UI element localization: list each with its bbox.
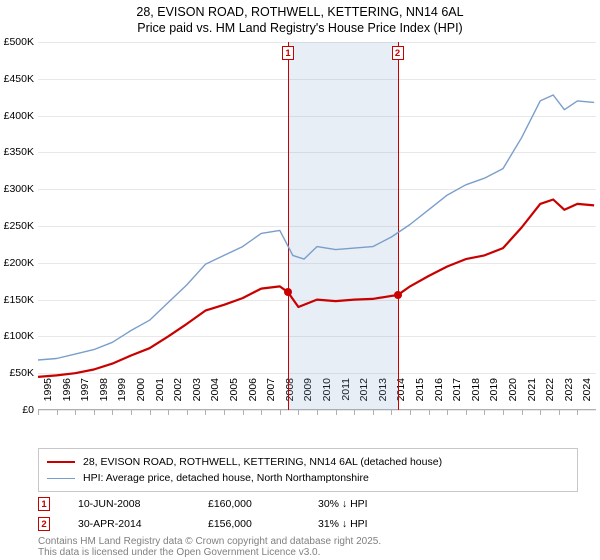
y-axis-label: £400K: [0, 110, 34, 122]
transaction-date: 10-JUN-2008: [78, 498, 208, 510]
x-tick: [373, 410, 374, 415]
x-tick: [410, 410, 411, 415]
transaction-price: £160,000: [208, 498, 318, 510]
y-axis-label: £50K: [0, 367, 34, 379]
y-axis-label: £500K: [0, 36, 34, 48]
x-tick: [336, 410, 337, 415]
transaction-date: 30-APR-2014: [78, 518, 208, 530]
x-tick: [503, 410, 504, 415]
x-tick: [224, 410, 225, 415]
x-tick: [131, 410, 132, 415]
transactions-table: 1 10-JUN-2008£160,00030% ↓ HPI 2 30-APR-201…: [38, 494, 438, 534]
x-tick: [94, 410, 95, 415]
title-line-2: Price paid vs. HM Land Registry's House …: [0, 20, 600, 36]
x-tick: [466, 410, 467, 415]
x-tick: [243, 410, 244, 415]
transaction-point: [284, 288, 292, 296]
y-axis-label: £450K: [0, 73, 34, 85]
x-tick: [317, 410, 318, 415]
legend-label: HPI: Average price, detached house, Nort…: [83, 470, 369, 486]
transaction-price: £156,000: [208, 518, 318, 530]
legend-label: 28, EVISON ROAD, ROTHWELL, KETTERING, NN…: [83, 454, 442, 470]
transaction-marker: 1: [38, 497, 50, 511]
transaction-row: 1 10-JUN-2008£160,00030% ↓ HPI: [38, 494, 438, 514]
x-tick: [38, 410, 39, 415]
x-tick: [205, 410, 206, 415]
x-tick: [112, 410, 113, 415]
x-tick: [298, 410, 299, 415]
legend-swatch: [47, 478, 75, 479]
x-tick: [168, 410, 169, 415]
x-tick: [57, 410, 58, 415]
transaction-hpi-diff: 30% ↓ HPI: [318, 498, 438, 510]
title-block: 28, EVISON ROAD, ROTHWELL, KETTERING, NN…: [0, 0, 600, 37]
y-axis-label: £150K: [0, 294, 34, 306]
series-property: [38, 200, 594, 377]
title-line-1: 28, EVISON ROAD, ROTHWELL, KETTERING, NN…: [0, 4, 600, 20]
x-tick: [280, 410, 281, 415]
x-tick: [522, 410, 523, 415]
footer-attribution: Contains HM Land Registry data © Crown c…: [38, 536, 381, 558]
x-tick: [484, 410, 485, 415]
x-tick: [559, 410, 560, 415]
y-axis-label: £200K: [0, 257, 34, 269]
chart-container: 28, EVISON ROAD, ROTHWELL, KETTERING, NN…: [0, 0, 600, 560]
x-tick: [577, 410, 578, 415]
legend-box: 28, EVISON ROAD, ROTHWELL, KETTERING, NN…: [38, 448, 578, 492]
transaction-point: [394, 291, 402, 299]
transaction-hpi-diff: 31% ↓ HPI: [318, 518, 438, 530]
x-tick: [75, 410, 76, 415]
x-tick: [429, 410, 430, 415]
transaction-marker: 2: [38, 517, 50, 531]
y-axis-label: £100K: [0, 330, 34, 342]
legend-item: HPI: Average price, detached house, Nort…: [47, 470, 569, 486]
y-axis-label: £0: [0, 404, 34, 416]
x-tick: [354, 410, 355, 415]
transaction-row: 2 30-APR-2014£156,00031% ↓ HPI: [38, 514, 438, 534]
y-axis-label: £250K: [0, 220, 34, 232]
legend-item: 28, EVISON ROAD, ROTHWELL, KETTERING, NN…: [47, 454, 569, 470]
x-tick: [391, 410, 392, 415]
x-tick: [540, 410, 541, 415]
y-axis-label: £350K: [0, 146, 34, 158]
series-hpi: [38, 95, 594, 360]
x-tick: [447, 410, 448, 415]
footer-line-2: This data is licensed under the Open Gov…: [38, 547, 381, 558]
line-series-svg: [38, 42, 596, 410]
chart-plot-area: £0£50K£100K£150K£200K£250K£300K£350K£400…: [38, 42, 596, 410]
x-tick: [261, 410, 262, 415]
y-axis-label: £300K: [0, 183, 34, 195]
x-tick: [150, 410, 151, 415]
legend-swatch: [47, 461, 75, 463]
x-tick: [187, 410, 188, 415]
